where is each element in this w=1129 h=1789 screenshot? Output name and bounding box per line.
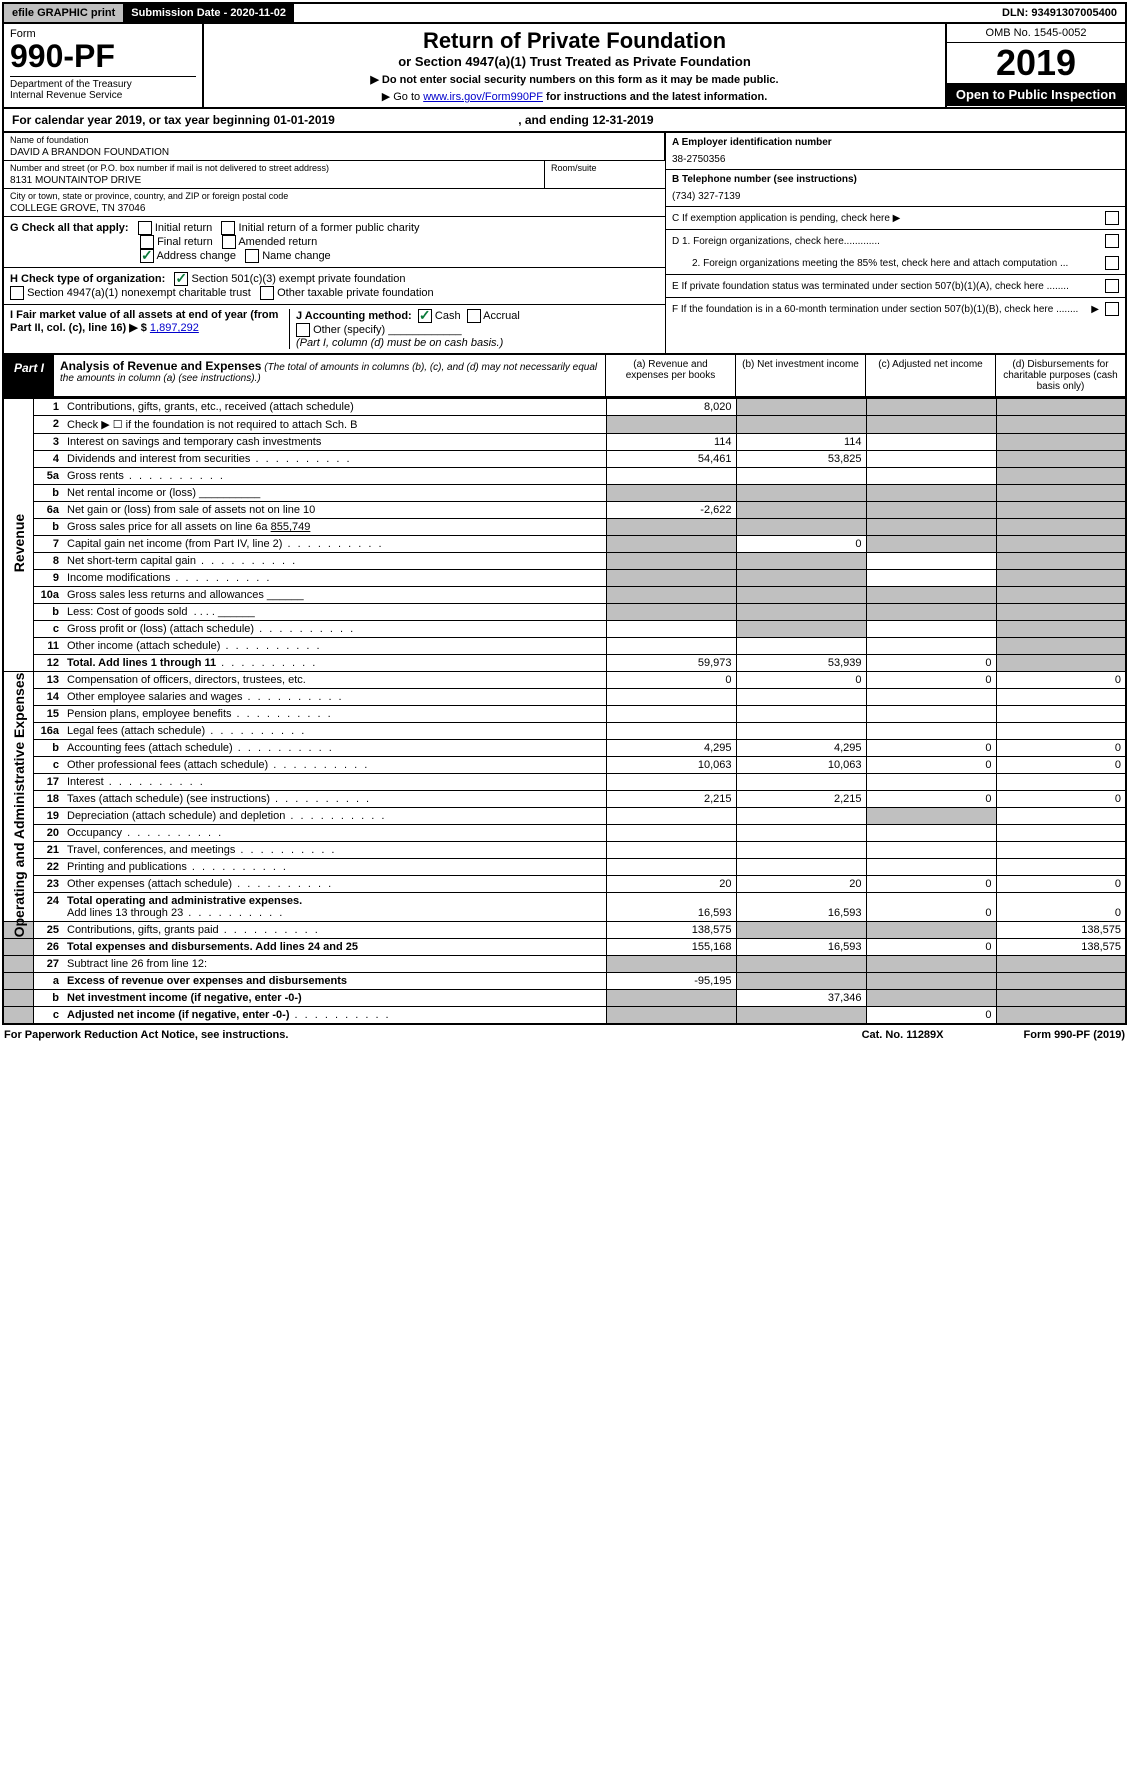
501c3-checkbox[interactable] — [174, 272, 188, 286]
revenue-label: Revenue — [11, 498, 27, 588]
top-bar: efile GRAPHIC print Submission Date - 20… — [2, 2, 1127, 24]
cash-checkbox[interactable] — [418, 309, 432, 323]
form-header: Form 990-PF Department of the Treasury I… — [2, 24, 1127, 109]
part1-label: Part I — [4, 355, 54, 396]
title-main: Return of Private Foundation — [208, 28, 941, 54]
fmv-link[interactable]: 1,897,292 — [150, 322, 199, 334]
d1-checkbox[interactable] — [1105, 234, 1119, 248]
city: COLLEGE GROVE, TN 37046 — [10, 203, 659, 214]
d2-box: 2. Foreign organizations meeting the 85%… — [672, 258, 1099, 269]
footer-right: Form 990-PF (2019) — [1024, 1029, 1125, 1041]
part1-header: Part I Analysis of Revenue and Expenses … — [2, 355, 1127, 398]
footer-center: Cat. No. 11289X — [862, 1029, 944, 1041]
c-box: C If exemption application is pending, c… — [672, 213, 1099, 224]
h-checks: H Check type of organization: Section 50… — [4, 268, 665, 305]
f-box: F If the foundation is in a 60-month ter… — [672, 304, 1091, 315]
col-b-header: (b) Net investment income — [735, 355, 865, 396]
col-c-header: (c) Adjusted net income — [865, 355, 995, 396]
c-checkbox[interactable] — [1105, 211, 1119, 225]
opex-label: Operating and Administrative Expenses — [11, 670, 27, 940]
name-change-checkbox[interactable] — [245, 249, 259, 263]
col-d-header: (d) Disbursements for charitable purpose… — [995, 355, 1125, 396]
address-label: Number and street (or P.O. box number if… — [10, 163, 538, 173]
ein: 38-2750356 — [672, 154, 725, 165]
note-2: ▶ Go to www.irs.gov/Form990PF for instru… — [208, 90, 941, 103]
accrual-checkbox[interactable] — [467, 309, 481, 323]
e-checkbox[interactable] — [1105, 279, 1119, 293]
other-method-checkbox[interactable] — [296, 323, 310, 337]
dln: DLN: 93491307005400 — [994, 4, 1125, 22]
submission-date: Submission Date - 2020-11-02 — [123, 4, 294, 22]
footer-left: For Paperwork Reduction Act Notice, see … — [4, 1029, 288, 1041]
title-sub: or Section 4947(a)(1) Trust Treated as P… — [208, 54, 941, 69]
identity-block: Name of foundation DAVID A BRANDON FOUND… — [2, 133, 1127, 355]
city-label: City or town, state or province, country… — [10, 191, 659, 201]
tax-year: 2019 — [947, 43, 1125, 83]
room-label: Room/suite — [551, 163, 659, 173]
ein-label: A Employer identification number — [672, 137, 832, 148]
4947-checkbox[interactable] — [10, 286, 24, 300]
efile-label[interactable]: efile GRAPHIC print — [4, 4, 123, 22]
name-label: Name of foundation — [10, 135, 658, 145]
e-box: E If private foundation status was termi… — [672, 281, 1099, 292]
col-a-header: (a) Revenue and expenses per books — [605, 355, 735, 396]
d2-checkbox[interactable] — [1105, 256, 1119, 270]
form-number: 990-PF — [10, 40, 196, 72]
g-checks: G Check all that apply: Initial return I… — [4, 217, 665, 268]
d1-box: D 1. Foreign organizations, check here..… — [672, 236, 1099, 247]
initial-return-checkbox[interactable] — [138, 221, 152, 235]
foundation-name: DAVID A BRANDON FOUNDATION — [10, 147, 658, 158]
other-taxable-checkbox[interactable] — [260, 286, 274, 300]
initial-former-checkbox[interactable] — [221, 221, 235, 235]
note-1: ▶ Do not enter social security numbers o… — [208, 73, 941, 86]
omb-number: OMB No. 1545-0052 — [947, 24, 1125, 43]
calendar-year-row: For calendar year 2019, or tax year begi… — [2, 109, 1127, 133]
amended-return-checkbox[interactable] — [222, 235, 236, 249]
open-public: Open to Public Inspection — [947, 83, 1125, 106]
address: 8131 MOUNTAINTOP DRIVE — [10, 175, 538, 186]
i-j-row: I Fair market value of all assets at end… — [4, 305, 665, 353]
f-checkbox[interactable] — [1105, 302, 1119, 316]
address-change-checkbox[interactable] — [140, 249, 154, 263]
phone-label: B Telephone number (see instructions) — [672, 174, 857, 185]
dept-label: Department of the Treasury Internal Reve… — [10, 76, 196, 101]
phone: (734) 327-7139 — [672, 191, 740, 202]
footer: For Paperwork Reduction Act Notice, see … — [2, 1025, 1127, 1045]
irs-link[interactable]: www.irs.gov/Form990PF — [423, 91, 543, 103]
part1-table: Revenue 1Contributions, gifts, grants, e… — [2, 398, 1127, 1025]
